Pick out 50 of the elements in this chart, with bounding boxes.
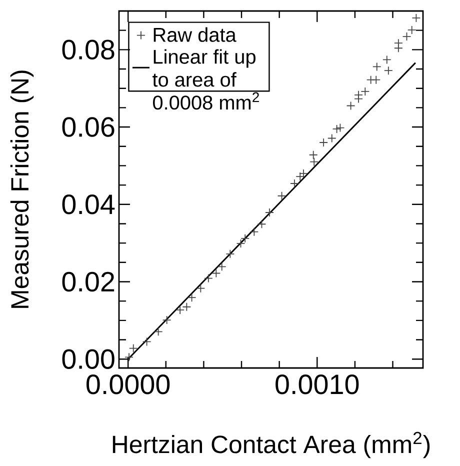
point [176, 306, 185, 314]
point [354, 90, 363, 100]
point [296, 172, 305, 181]
x-tick-label: 0.0010 [276, 374, 359, 394]
y-tick-label: 0.08 [62, 40, 114, 60]
point [196, 284, 206, 293]
point [204, 274, 213, 283]
point [217, 262, 226, 272]
x-tick-label: 0.0000 [86, 374, 170, 394]
x-axis-title: Hertzian Contact Area (mm$^{2}$) [112, 432, 430, 458]
point [346, 101, 356, 110]
point [142, 337, 152, 346]
point [412, 14, 421, 22]
point [327, 134, 336, 143]
point [290, 179, 299, 188]
point [402, 32, 412, 41]
point [319, 138, 328, 147]
point [394, 38, 403, 48]
legend-label: Raw data [154, 27, 236, 42]
y-tick-label: 0.04 [62, 194, 115, 214]
point [187, 293, 196, 302]
point [236, 239, 246, 248]
point [226, 249, 235, 258]
legend-label: Linear fit up to area of 0.0008 mm$^{2}$ [152, 49, 259, 110]
y-tick-label: 0.06 [62, 117, 114, 137]
point [124, 352, 134, 362]
point [336, 123, 345, 132]
point [182, 302, 192, 312]
point [384, 66, 393, 76]
point [154, 327, 163, 336]
point [257, 220, 266, 229]
point [277, 191, 286, 200]
point [128, 344, 138, 353]
point [240, 234, 250, 243]
point [382, 55, 392, 64]
point [250, 227, 259, 236]
y-tick-label: 0.00 [62, 349, 114, 369]
point [407, 26, 416, 34]
point [299, 169, 308, 178]
point [308, 150, 318, 160]
point [372, 62, 382, 72]
point [212, 268, 221, 278]
point [360, 87, 370, 96]
point [372, 75, 381, 84]
point [332, 124, 342, 134]
point [265, 208, 274, 217]
point [310, 157, 319, 166]
point [162, 316, 172, 324]
y-tick-label: 0.02 [62, 272, 114, 292]
y-axis-title: Measured Friction (N) [10, 70, 34, 308]
